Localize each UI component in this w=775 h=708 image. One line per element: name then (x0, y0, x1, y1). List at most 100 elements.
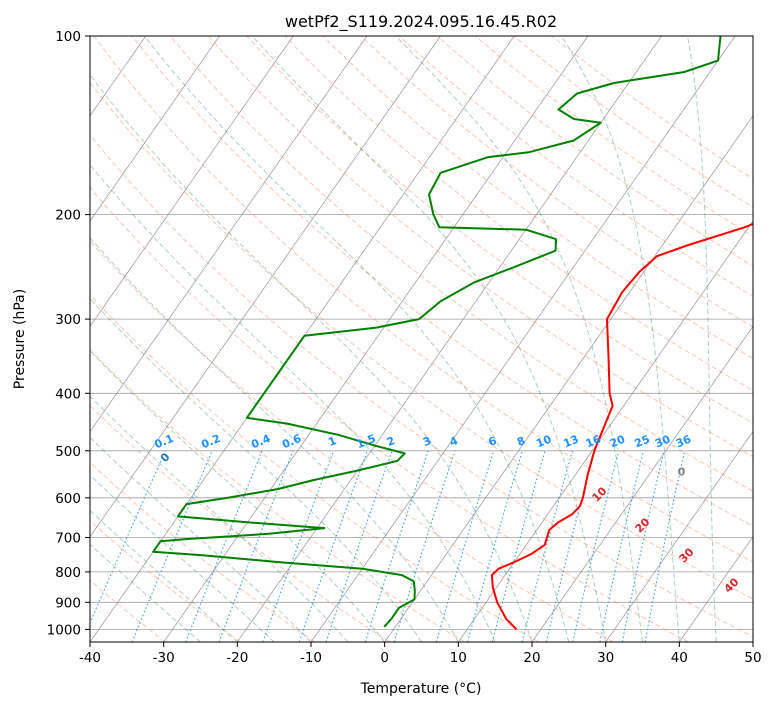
y-tick-label: 800 (55, 565, 81, 581)
mixing-ratio-line (521, 450, 573, 642)
plot-frame (89, 35, 754, 643)
moist-adiabat-label: 30 (677, 545, 697, 565)
moist-adiabat-line (560, 36, 680, 642)
isotherm-line (236, 36, 662, 642)
dry-adiabat-line (322, 36, 753, 360)
isotherm-line (310, 36, 736, 642)
mixing-ratio-label: 6 (487, 434, 499, 449)
mixing-ratio-line (644, 450, 686, 642)
isotherm-line (0, 36, 72, 642)
x-tick-label: 0 (380, 650, 389, 666)
moist-adiabat-line (90, 74, 533, 642)
mixing-ratio-label: 1 (326, 434, 338, 449)
mixing-ratio-label: 0.2 (199, 432, 222, 451)
moist-adiabat-line (90, 297, 422, 642)
y-tick-label: 700 (55, 531, 81, 547)
dry-adiabat-line (246, 36, 753, 424)
dry-adiabat-line (90, 134, 753, 638)
isotherm-line (90, 36, 294, 327)
x-tick-label: 40 (671, 650, 688, 666)
moist-adiabat-label: 40 (722, 575, 742, 595)
mixing-ratio-label: 25 (633, 433, 652, 451)
chart-title: wetPf2_S119.2024.095.16.45.R02 (285, 12, 557, 32)
mixing-ratio-line (599, 450, 645, 642)
moist-adiabat-line (90, 474, 275, 642)
moist-adiabat-line (90, 349, 386, 642)
dry-adiabat-line (284, 36, 753, 392)
y-tick-label: 200 (55, 208, 81, 224)
mixing-ratio-label: 13 (562, 433, 581, 451)
mixing-ratio-label: 30 (653, 433, 672, 451)
mixing-ratio-label: 8 (515, 434, 527, 449)
mixing-ratio-line (90, 450, 166, 625)
moist-adiabat-line (144, 36, 570, 642)
dry-adiabat-line (90, 240, 614, 642)
dry-adiabat-line (551, 36, 753, 180)
dry-adiabat-line (131, 36, 753, 527)
mixing-ratio-line (435, 450, 495, 642)
temperature-line (490, 222, 753, 631)
mixing-ratio-line (491, 450, 546, 642)
line-labels: 0.10.20.40.611.52346810131620253036-100-… (153, 432, 742, 596)
dry-adiabat-line (90, 81, 753, 600)
isotherm-line (605, 430, 753, 642)
moist-adiabat-line (90, 543, 201, 642)
y-axis: 100 200 300 400 500 600 700 800 900 1000 (47, 29, 90, 638)
mixing-ratio-line (364, 450, 429, 642)
dry-adiabat-line (90, 186, 689, 642)
dry-adiabat-line (208, 36, 753, 458)
isotherm-line (90, 36, 368, 433)
moist-adiabat-label: 20 (633, 515, 653, 535)
mixing-ratio-line (185, 450, 263, 642)
y-tick-label: 500 (55, 444, 81, 460)
mixing-ratio-label: 20 (608, 433, 627, 451)
mixing-ratio-label: 36 (674, 433, 693, 451)
mixing-ratio-label: 10 (534, 433, 553, 451)
moist-adiabat-line (687, 36, 717, 642)
mixing-ratio-label: 0.4 (249, 432, 272, 451)
dry-adiabat-label: 0 (158, 450, 173, 465)
moist-adiabat-line (395, 36, 643, 642)
y-tick-label: 100 (55, 29, 81, 45)
dewpoint-line (152, 36, 722, 628)
dry-adiabat-line (360, 36, 753, 328)
moist-adiabat-label: 10 (590, 484, 610, 504)
mixing-ratio-line (621, 450, 665, 642)
x-tick-label: 10 (450, 650, 467, 666)
y-tick-label: 600 (55, 491, 81, 507)
mixing-ratio-label: 2 (385, 434, 397, 449)
mixing-ratio-line (325, 450, 393, 642)
dry-adiabat-line (90, 520, 241, 642)
x-tick-label: 20 (523, 650, 540, 666)
y-tick-label: 900 (55, 595, 81, 611)
mixing-ratio-label: 0.6 (280, 432, 303, 451)
y-tick-label: 300 (55, 312, 81, 328)
x-axis: -40 -30 -20 -10 0 10 20 30 40 50 (79, 642, 762, 666)
dry-adiabat-line (437, 36, 753, 267)
moist-adiabat-label-zero: 0 (678, 466, 686, 479)
y-axis-label: Pressure (hPa) (12, 289, 28, 389)
mixing-ratio-line (572, 450, 620, 642)
mixing-ratio-line (393, 450, 456, 642)
moist-adiabat-line (90, 509, 238, 642)
x-tick-label: -20 (226, 650, 248, 666)
dry-adiabat-line (169, 36, 753, 492)
isotherm-line (90, 36, 220, 222)
dry-adiabat-line (93, 36, 753, 563)
x-axis-label: Temperature (°C) (360, 681, 482, 697)
moist-adiabat-line (252, 36, 607, 642)
dry-adiabat-line (513, 36, 753, 208)
isotherm-line (90, 36, 441, 538)
background-lines (0, 36, 753, 642)
mixing-ratio-line (466, 450, 523, 642)
dry-adiabat-line (90, 461, 315, 642)
data-lines (152, 36, 753, 631)
isotherm-line (457, 220, 753, 642)
x-tick-label: -40 (79, 650, 101, 666)
mixing-ratio-line (298, 450, 368, 642)
isotherm-line (384, 115, 753, 642)
isotherm-line (531, 325, 753, 642)
x-tick-label: 50 (744, 650, 761, 666)
isotherm-line (752, 641, 753, 642)
